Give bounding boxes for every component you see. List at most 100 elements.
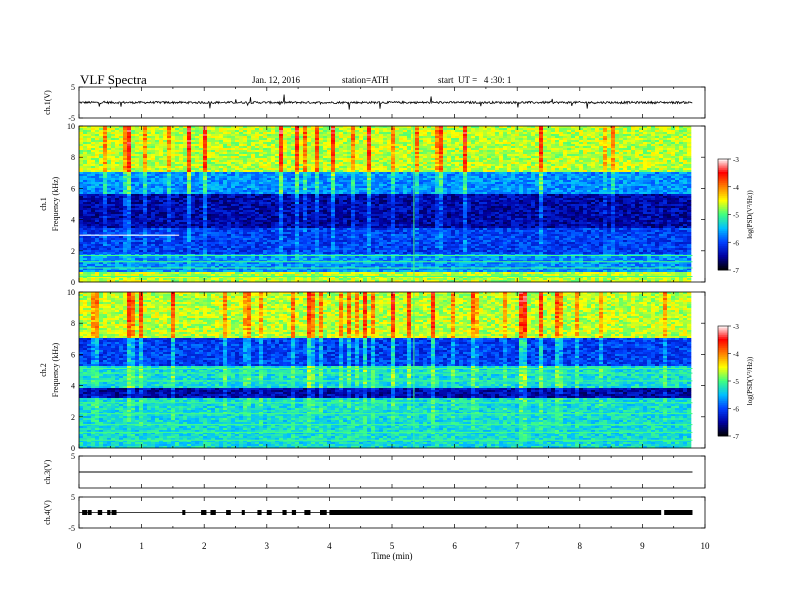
- spectrogram-cell: [135, 182, 139, 184]
- spectrogram-cell: [83, 228, 87, 230]
- spectrogram-cell: [167, 258, 171, 260]
- spectrogram-cell: [115, 190, 119, 192]
- spectrogram-cell: [99, 202, 103, 204]
- spectrogram-cell: [95, 224, 99, 226]
- spectrogram-cell: [139, 144, 143, 146]
- spectrogram-cell: [171, 134, 175, 136]
- spectrogram-cell: [135, 128, 139, 130]
- spectrogram-cell: [155, 264, 159, 266]
- spectrogram-cell: [131, 252, 135, 254]
- spectrogram-cell: [107, 218, 111, 220]
- spectrogram-cell: [159, 258, 163, 260]
- spectrogram-cell: [99, 264, 103, 266]
- spectrogram-cell: [159, 272, 163, 274]
- spectrogram-cell: [115, 146, 119, 148]
- spectrogram-cell: [123, 176, 127, 178]
- spectrogram-cell: [179, 218, 183, 220]
- spectrogram-cell: [83, 156, 87, 158]
- spectrogram-cell: [167, 168, 171, 170]
- spectrogram-cell: [111, 196, 115, 198]
- spectrogram-cell: [107, 128, 111, 130]
- spectrogram-cell: [159, 190, 163, 192]
- spectrogram-cell: [99, 262, 103, 264]
- spectrogram-cell: [179, 212, 183, 214]
- spectrogram-cell: [79, 162, 83, 164]
- spectrogram-cell: [159, 146, 163, 148]
- spectrogram-cell: [115, 238, 119, 240]
- spectrogram-cell: [119, 258, 123, 260]
- spectrogram-cell: [79, 246, 83, 248]
- spectrogram-cell: [123, 186, 127, 188]
- spectrogram-cell: [91, 198, 95, 200]
- spectrogram-cell: [139, 138, 143, 140]
- spectrogram-cell: [135, 272, 139, 274]
- spectrogram-cell: [163, 172, 167, 174]
- spectrogram-cell: [95, 264, 99, 266]
- spectrogram-cell: [131, 140, 135, 142]
- spectrogram-cell: [119, 198, 123, 200]
- spectrogram-cell: [147, 160, 151, 162]
- spectrogram-cell: [175, 238, 179, 240]
- spectrogram-cell: [115, 154, 119, 156]
- spectrogram-cell: [107, 160, 111, 162]
- spectrogram-cell: [123, 130, 127, 132]
- spectrogram-cell: [91, 248, 95, 250]
- spectrogram-cell: [91, 196, 95, 198]
- spectrogram-cell: [87, 200, 91, 202]
- spectrogram-cell: [131, 150, 135, 152]
- spectrogram-cell: [151, 174, 155, 176]
- spectrogram-cell: [87, 160, 91, 162]
- spectrogram-cell: [115, 148, 119, 150]
- spectrogram-cell: [151, 220, 155, 222]
- spectrogram-cell: [87, 256, 91, 258]
- spectrogram-cell: [175, 230, 179, 232]
- spectrogram-cell: [107, 174, 111, 176]
- spectrogram-cell: [111, 172, 115, 174]
- spectrogram-cell: [147, 132, 151, 134]
- spectrogram-cell: [111, 136, 115, 138]
- spectrogram-cell: [111, 240, 115, 242]
- spectrogram-cell: [143, 198, 147, 200]
- spectrogram-cell: [183, 182, 187, 184]
- spectrogram-cell: [103, 230, 107, 232]
- spectrogram-cell: [167, 172, 171, 174]
- spectrogram-cell: [135, 168, 139, 170]
- spectrogram-cell: [87, 174, 91, 176]
- spectrogram-cell: [139, 156, 143, 158]
- spectrogram-cell: [171, 228, 175, 230]
- spectrogram-cell: [155, 214, 159, 216]
- spectrogram-cell: [183, 158, 187, 160]
- spectrogram-cell: [95, 160, 99, 162]
- spectrogram-cell: [135, 164, 139, 166]
- spectrogram-cell: [103, 220, 107, 222]
- spectrogram-cell: [79, 158, 83, 160]
- spectrogram-cell: [95, 190, 99, 192]
- spectrogram-cell: [83, 162, 87, 164]
- spectrogram-cell: [103, 208, 107, 210]
- spectrogram-cell: [103, 178, 107, 180]
- spectrogram-cell: [91, 222, 95, 224]
- spectrogram-cell: [107, 188, 111, 190]
- spectrogram-cell: [79, 168, 83, 170]
- spectrogram-cell: [139, 248, 143, 250]
- spectrogram-cell: [127, 140, 131, 142]
- spectrogram-cell: [91, 154, 95, 156]
- spectrogram-cell: [179, 138, 183, 140]
- spectrogram-cell: [135, 278, 139, 280]
- spectrogram-cell: [115, 180, 119, 182]
- spectrogram-cell: [115, 228, 119, 230]
- spectrogram-cell: [91, 224, 95, 226]
- spectrogram-cell: [183, 196, 187, 198]
- spectrogram-cell: [79, 192, 83, 194]
- spectrogram-cell: [147, 202, 151, 204]
- spectrogram-cell: [171, 136, 175, 138]
- spectrogram-cell: [87, 172, 91, 174]
- spectrogram-cell: [123, 150, 127, 152]
- spectrogram-cell: [127, 218, 131, 220]
- spectrogram-cell: [83, 200, 87, 202]
- spectrogram-cell: [163, 244, 167, 246]
- spectrogram-cell: [79, 226, 83, 228]
- spectrogram-cell: [151, 248, 155, 250]
- spectrogram-cell: [143, 200, 147, 202]
- spectrogram-cell: [147, 194, 151, 196]
